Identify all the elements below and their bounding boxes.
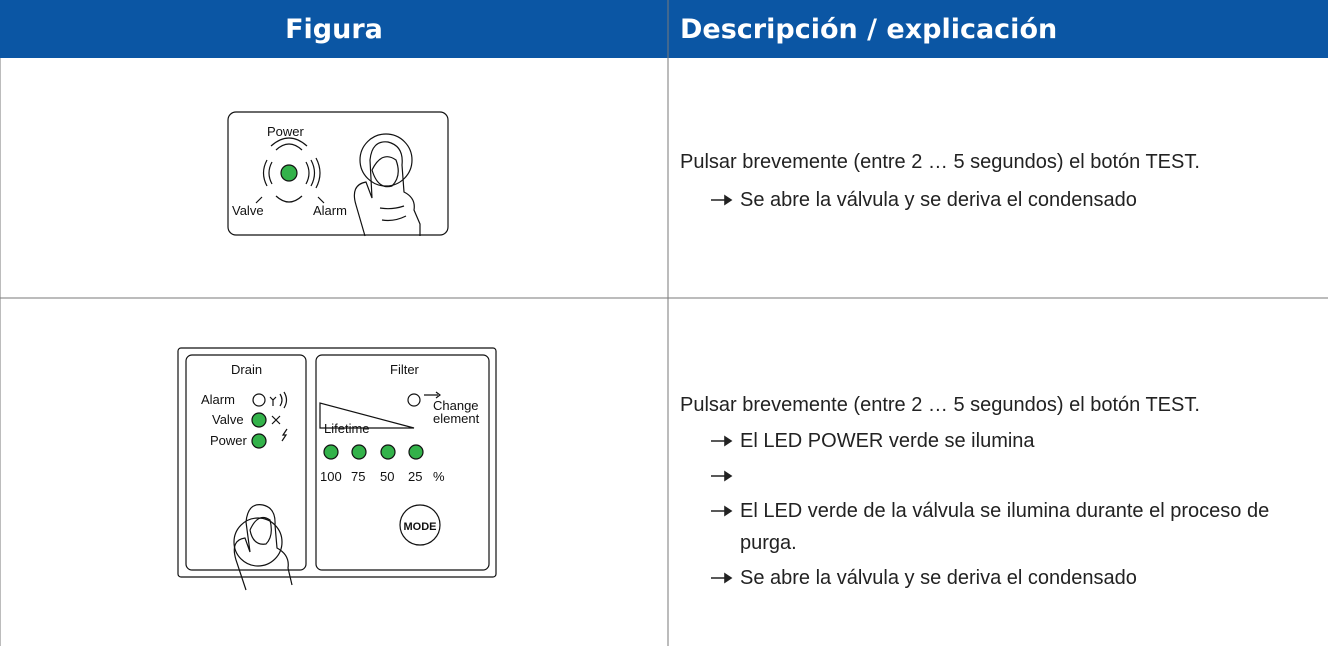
mode-button-label: MODE [404, 521, 437, 533]
percent-label: 50 [380, 469, 394, 484]
change-label: element [433, 411, 480, 426]
result-item: Se abre la válvula y se deriva el conden… [740, 567, 1137, 589]
led-label: Valve [232, 203, 264, 218]
header-cell: Descripción / explicación [680, 14, 1058, 45]
instruction: Pulsar brevemente (entre 2 … 5 segundos)… [680, 151, 1200, 173]
header-cell: Figura [285, 14, 383, 45]
arrows [711, 194, 733, 584]
result-item: El LED verde de la válvula se ilumina du… [740, 500, 1270, 554]
led-label: Power [210, 433, 248, 448]
percent-label: % [433, 469, 445, 484]
lifetime-label: Lifetime [324, 421, 370, 436]
figure-1: Power Valve Alarm [227, 111, 449, 237]
percent-label: 25 [408, 469, 422, 484]
figure-2: Drain Alarm Valve Power Filter Change el… [177, 347, 497, 591]
instruction: Pulsar brevemente (entre 2 … 5 segundos)… [680, 394, 1200, 416]
led-label: Power [267, 124, 305, 139]
panel-label: Filter [390, 362, 420, 377]
result-item: El LED POWER verde se ilumina [740, 430, 1035, 452]
panel-label: Drain [231, 362, 262, 377]
result-item: Se abre la válvula y se deriva el conden… [740, 189, 1137, 211]
percent-label: 100 [320, 469, 342, 484]
header-bar [0, 0, 1328, 58]
percent-label: 75 [351, 469, 365, 484]
led-label: Valve [212, 412, 244, 427]
led-label: Alarm [313, 203, 347, 218]
led-label: Alarm [201, 392, 235, 407]
change-label: Change [433, 398, 479, 413]
